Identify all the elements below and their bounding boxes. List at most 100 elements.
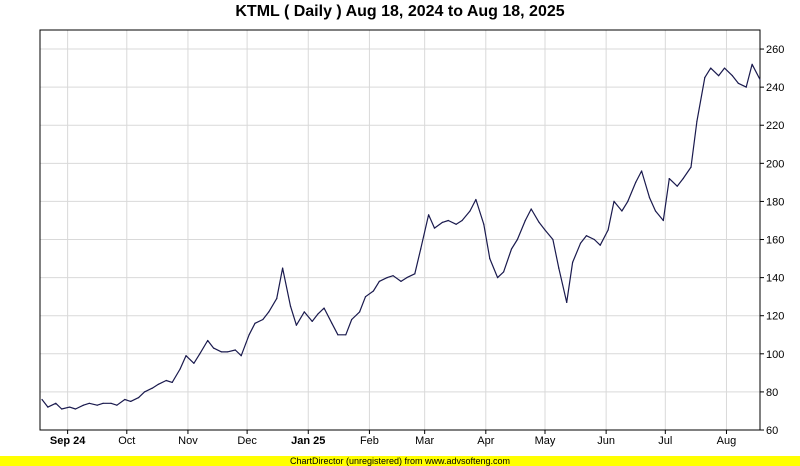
data-point (648, 197, 651, 199)
data-point (469, 210, 471, 212)
data-point (530, 208, 532, 210)
y-tick-label: 220 (766, 120, 784, 132)
data-point (69, 406, 71, 408)
data-point (516, 238, 519, 241)
data-point (718, 75, 720, 77)
data-point (585, 235, 588, 237)
x-tick-label: Aug (717, 435, 737, 447)
data-point (497, 277, 499, 279)
data-point (317, 313, 319, 315)
data-point (696, 120, 698, 122)
data-point (96, 404, 98, 406)
x-tick-label: Dec (237, 435, 257, 447)
price-line (41, 63, 761, 410)
footer-watermark: ChartDirector (unregistered) from www.ad… (0, 456, 800, 466)
x-tick-label: Apr (477, 435, 494, 447)
data-point (124, 398, 126, 401)
data-point (503, 271, 505, 273)
y-tick-label: 140 (766, 273, 784, 285)
y-tick-label: 200 (766, 158, 784, 170)
data-point (552, 238, 554, 241)
data-point (489, 258, 491, 260)
data-point (110, 402, 112, 404)
x-tick-label: Jul (658, 435, 672, 447)
data-point (704, 77, 706, 79)
data-point (690, 166, 692, 168)
data-point (566, 301, 568, 303)
data-point (41, 398, 43, 401)
x-axis: Sep 24 Oct Nov Dec Jan 25 Feb Mar Apr May Jun Jul A… (50, 430, 736, 447)
grid (40, 30, 760, 431)
data-point (731, 75, 734, 77)
data-point (193, 362, 195, 364)
data-point (607, 229, 609, 231)
data-point (116, 404, 118, 406)
data-point (524, 219, 526, 222)
data-point (400, 280, 402, 282)
data-point (414, 273, 416, 275)
chart-title: KTML ( Daily ) Aug 18, 2024 to Aug 18, 2… (235, 3, 565, 20)
x-tick-label: Nov (178, 435, 198, 447)
data-point (226, 351, 228, 353)
data-point (759, 78, 761, 81)
data-point (165, 379, 167, 382)
y-tick-label: 80 (766, 387, 778, 399)
data-point (668, 178, 670, 180)
data-point (303, 311, 305, 313)
data-point (88, 402, 90, 404)
data-point (558, 267, 560, 269)
data-point (627, 200, 629, 202)
y-tick-label: 260 (766, 44, 784, 56)
data-point (510, 248, 513, 250)
data-point (654, 210, 657, 212)
data-point (544, 229, 546, 231)
data-point (337, 334, 339, 336)
data-point (199, 353, 201, 355)
data-point (248, 334, 250, 336)
data-point (420, 248, 422, 250)
data-point (579, 242, 582, 244)
data-point (268, 311, 270, 313)
series-group (41, 63, 761, 410)
x-tick-label: Mar (415, 435, 434, 447)
data-point (289, 305, 292, 307)
y-tick-label: 240 (766, 82, 784, 94)
y-tick-label: 60 (766, 425, 778, 437)
data-point (331, 322, 333, 324)
data-point (311, 320, 313, 322)
data-point (282, 267, 284, 269)
data-point (359, 311, 361, 313)
data-point (61, 408, 63, 410)
data-point (179, 368, 181, 370)
data-point (737, 82, 739, 84)
data-point (254, 322, 256, 324)
data-point (378, 280, 380, 282)
data-point (220, 351, 223, 353)
data-point (613, 200, 615, 202)
data-point (47, 406, 49, 408)
data-point (745, 86, 747, 88)
data-point (428, 214, 430, 216)
data-point (234, 349, 236, 351)
data-point (55, 402, 57, 404)
y-tick-label: 160 (766, 235, 784, 247)
data-point (276, 298, 278, 300)
data-point (213, 347, 215, 349)
data-point (102, 402, 104, 404)
data-point (447, 219, 449, 222)
y-tick-label: 120 (766, 311, 784, 323)
data-point (372, 290, 374, 292)
data-point (406, 277, 408, 279)
data-point (475, 198, 477, 201)
data-point (593, 238, 595, 241)
data-point (386, 277, 388, 279)
plot-frame (39, 29, 761, 431)
data-point (682, 178, 684, 180)
data-point (433, 227, 436, 229)
data-point (455, 223, 457, 225)
data-point (710, 67, 712, 69)
data-point (157, 383, 159, 385)
data-point (676, 185, 678, 187)
data-point (345, 334, 347, 336)
